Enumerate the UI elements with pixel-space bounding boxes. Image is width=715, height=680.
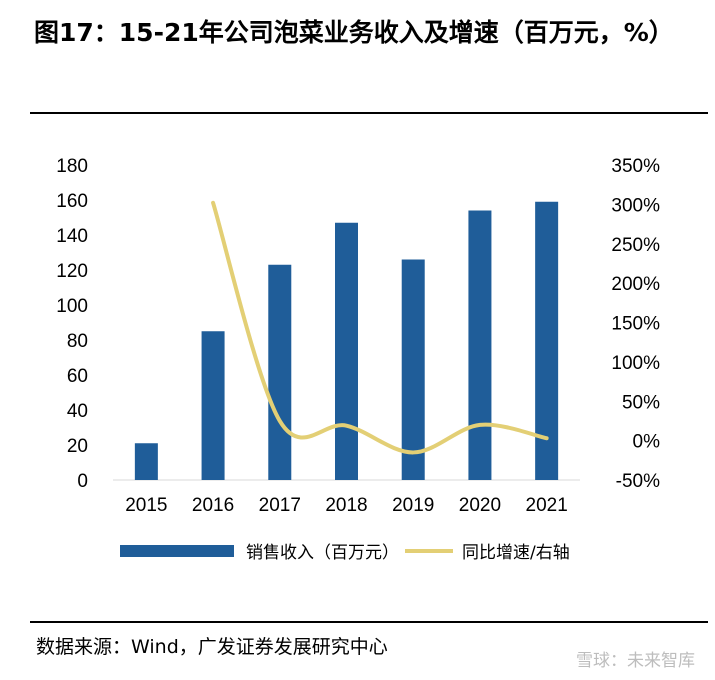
right-tick-label: 100% [611,353,660,374]
x-tick-label: 2018 [325,495,367,516]
chart-area: 0 20 40 60 80 100 120 140 160 180 -50% 0% 50% 100% 15… [56,156,660,563]
left-tick-label: 20 [67,436,88,457]
growth-rate-line [211,200,549,455]
x-tick-label: 2016 [192,495,234,516]
left-tick-label: 100 [56,296,88,317]
legend-bar-swatch [120,545,234,557]
legend-bar-label: 销售收入（百万元） [246,543,399,563]
x-axis-ticks: 2015 2016 2017 2018 2019 2020 2021 [125,495,568,516]
x-tick-label: 2021 [526,495,568,516]
right-tick-label: 150% [611,314,660,335]
source-note: 数据来源：Wind，广发证券发展研究中心 [36,636,388,658]
x-tick-label: 2019 [392,495,434,516]
revenue-bar [468,210,492,480]
bottom-divider [30,621,708,623]
top-divider [30,112,708,114]
right-tick-label: 300% [611,195,660,216]
x-tick-label: 2020 [459,495,501,516]
revenue-bar [268,264,292,480]
left-axis-ticks: 0 20 40 60 80 100 120 140 160 180 [56,156,88,492]
x-tick-label: 2015 [125,495,167,516]
legend-line-label: 同比增速/右轴 [462,543,570,563]
right-tick-label: 350% [611,156,660,177]
watermark: 雪球：未来智库 [576,651,695,671]
right-axis-ticks: -50% 0% 50% 100% 150% 200% 250% 300% 350% [611,156,660,492]
revenue-bar [134,443,158,480]
right-tick-label: 50% [622,392,660,413]
right-tick-label: 0% [633,432,661,453]
left-tick-label: 180 [56,156,88,177]
left-tick-label: 140 [56,226,88,247]
x-tick-label: 2017 [259,495,301,516]
left-tick-label: 80 [67,331,88,352]
left-tick-label: 40 [67,401,88,422]
bar-series [134,201,559,480]
revenue-bar [335,222,358,480]
revenue-bar [535,201,559,480]
chart-title: 图17：15-21年公司泡菜业务收入及增速（百万元，%） [34,18,674,47]
right-tick-label: 200% [611,274,660,295]
right-tick-label: 250% [611,235,660,256]
left-tick-label: 0 [77,471,88,492]
left-tick-label: 60 [67,366,88,387]
left-tick-label: 120 [56,261,88,282]
legend: 销售收入（百万元） 同比增速/右轴 [120,543,570,563]
revenue-bar [201,331,225,480]
left-tick-label: 160 [56,191,88,212]
right-tick-label: -50% [616,471,660,492]
revenue-bar [401,259,425,480]
